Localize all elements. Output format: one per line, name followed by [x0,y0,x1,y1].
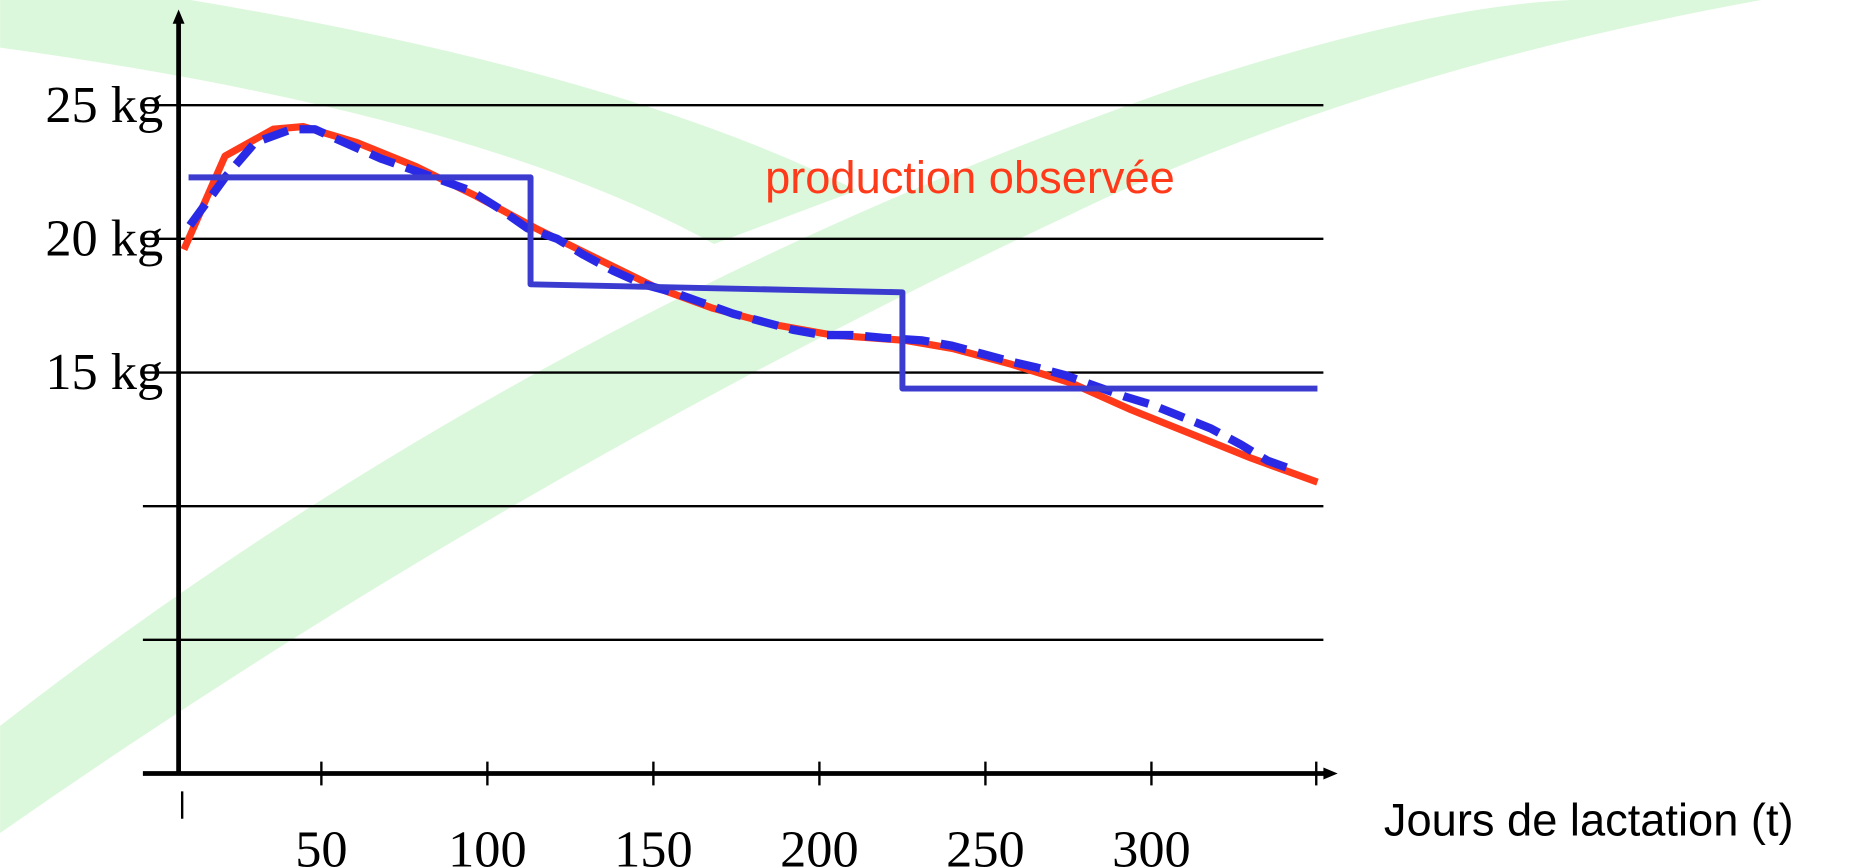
x-tick-label: 300 [1112,820,1191,868]
y-tick-label: 15 kg [45,343,163,401]
y-tick-label: 20 kg [45,210,163,268]
grid [142,103,1324,642]
plot-area [180,122,1319,486]
annotation: production observée [765,152,1175,203]
background-decoration [0,0,1762,834]
x-axis-label: Jours de lactation (t) [1384,794,1794,845]
x-axis-arrow [1323,767,1338,780]
x-tick-label: 200 [780,820,859,868]
x-tick-label: 50 [295,820,347,868]
y-tick-label: 25 kg [45,76,163,134]
decor-stripe [0,0,857,244]
series-line [188,174,1318,392]
series-line [186,125,1299,476]
x-tick-label: 150 [614,820,693,868]
x-tick-label: 250 [946,820,1025,868]
x-tick-label: 100 [448,820,527,868]
decor-stripe [0,0,1762,834]
y-axis-arrow [172,9,185,24]
